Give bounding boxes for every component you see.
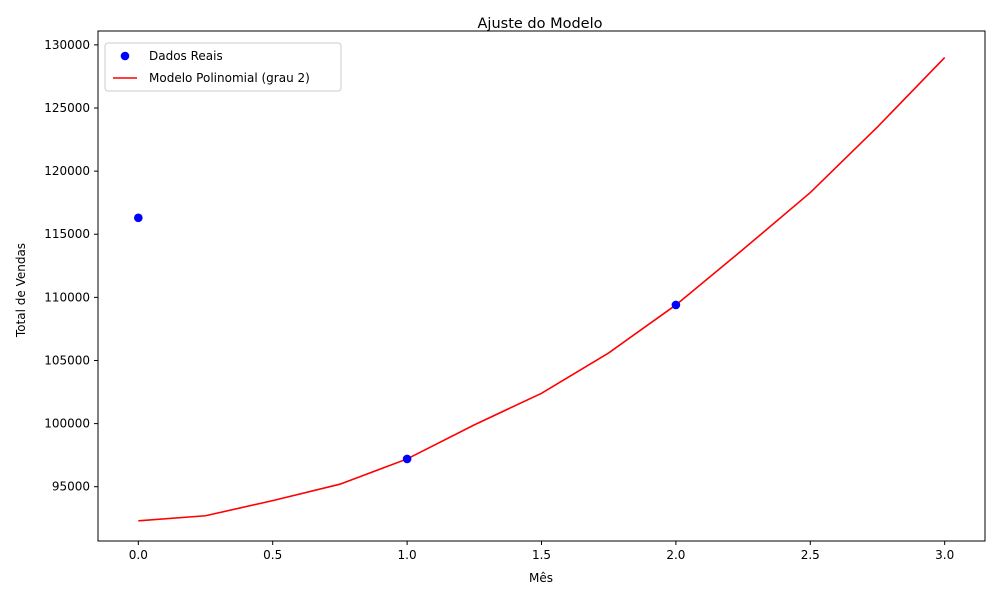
y-tick-label: 120000 bbox=[44, 164, 90, 178]
y-tick-label: 105000 bbox=[44, 353, 90, 367]
x-tick-label: 3.0 bbox=[935, 548, 954, 562]
x-tick-label: 1.0 bbox=[398, 548, 417, 562]
legend-label: Dados Reais bbox=[149, 49, 223, 63]
chart-title: Ajuste do Modelo bbox=[478, 16, 603, 32]
x-tick-label: 0.5 bbox=[263, 548, 282, 562]
x-tick-label: 0.0 bbox=[129, 548, 148, 562]
x-tick-label: 2.0 bbox=[666, 548, 685, 562]
y-tick-label: 95000 bbox=[52, 480, 90, 494]
axes-layer: 0.0 0.5 1.0 1.5 2.0 2.5 3.0 95000 100000 105000 11… bbox=[44, 30, 986, 562]
y-tick-label: 110000 bbox=[44, 290, 90, 304]
legend-marker-dados-reais bbox=[120, 51, 130, 61]
data-point bbox=[671, 300, 681, 310]
y-axis-title: Total de Vendas bbox=[14, 243, 28, 338]
data-point bbox=[402, 454, 412, 464]
y-tick-label: 100000 bbox=[44, 417, 90, 431]
x-tick-label: 2.5 bbox=[801, 548, 820, 562]
data-point bbox=[134, 213, 143, 223]
legend-box bbox=[104, 42, 342, 92]
y-tick-label: 125000 bbox=[44, 101, 90, 115]
x-tick-label: 1.5 bbox=[532, 548, 551, 562]
legend-label: Modelo Polinomial (grau 2) bbox=[149, 71, 310, 85]
y-tick-label: 115000 bbox=[44, 227, 90, 241]
y-tick-label: 130000 bbox=[44, 38, 90, 52]
series-line-model bbox=[138, 56, 946, 522]
plot-layer bbox=[134, 56, 946, 522]
legend: Dados Reais Modelo Polinomial (grau 2) bbox=[104, 42, 342, 92]
x-axis-title: Mês bbox=[529, 571, 553, 585]
